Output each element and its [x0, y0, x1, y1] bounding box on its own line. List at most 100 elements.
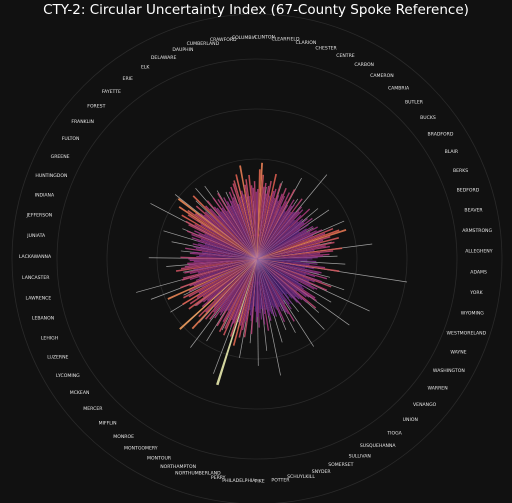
radial-bar [257, 231, 300, 259]
radial-bar [257, 259, 261, 314]
radial-bar [254, 259, 257, 312]
county-label: SOMERSET [328, 462, 353, 468]
county-label: BRADFORD [428, 131, 454, 137]
radial-bar [257, 173, 277, 259]
radial-bar [257, 259, 310, 266]
radial-bar [188, 258, 257, 260]
radial-bar [250, 259, 257, 321]
radial-bar [249, 259, 257, 316]
radial-bar [186, 230, 257, 259]
county-spoke [256, 258, 268, 351]
county-label: PHILADELPHIA [222, 478, 256, 484]
radial-bar [257, 259, 293, 299]
county-label: WARREN [427, 386, 447, 392]
county-label: FAYETTE [102, 89, 121, 95]
radial-bar [244, 184, 257, 259]
radial-bar [257, 190, 275, 259]
radial-bar [257, 180, 272, 259]
radial-bar [257, 204, 289, 259]
radial-bar [257, 229, 323, 259]
radial-bar [178, 206, 257, 259]
radial-bar [198, 243, 257, 259]
radial-bar [257, 259, 267, 310]
radial-bar [257, 259, 302, 305]
radial-bar [198, 259, 257, 294]
county-label: LEHIGH [41, 335, 58, 341]
radial-bar [257, 255, 323, 259]
radial-bar [257, 259, 328, 292]
radial-bar [224, 259, 257, 329]
radial-bar [257, 188, 296, 259]
grid-ring [156, 158, 358, 360]
radial-bar [257, 208, 311, 259]
radial-bar [237, 259, 257, 323]
radial-bar [257, 195, 271, 259]
radial-bar [188, 224, 257, 259]
county-label: LANCASTER [22, 275, 50, 281]
radial-bar [257, 245, 330, 259]
radial-bar [257, 162, 264, 259]
radial-bar [257, 259, 315, 270]
radial-bar [257, 259, 303, 287]
radial-bar [257, 259, 299, 283]
radial-bar [257, 211, 296, 259]
radial-bar [257, 259, 276, 308]
radial-bar [257, 200, 279, 259]
radial-bar [257, 259, 307, 298]
radial-bar [196, 239, 257, 259]
radial-bar [257, 192, 291, 259]
radial-bar [194, 223, 257, 259]
radial-bar [257, 259, 310, 282]
radial-bar [257, 211, 300, 259]
chart-title: CTY-2: Circular Uncertainty Index (67-Co… [43, 2, 469, 18]
radial-bar [195, 247, 257, 259]
radial-bar [183, 259, 257, 299]
radial-bar [257, 183, 282, 259]
county-label: MONTGOMERY [124, 446, 158, 452]
radial-bar [257, 199, 295, 259]
county-label: FULTON [62, 136, 80, 142]
radial-bar [257, 259, 266, 314]
radial-bar [257, 259, 286, 305]
county-label: UNION [403, 417, 418, 423]
radial-bar [231, 259, 257, 321]
radial-bar [196, 255, 257, 259]
radial-bar [257, 259, 332, 288]
radial-bar [231, 200, 257, 259]
radial-bar [257, 259, 270, 317]
radial-bar [257, 259, 273, 314]
radial-bar [201, 251, 257, 259]
radial-bar [257, 187, 287, 259]
radial-bar [202, 259, 257, 303]
radial-bar [257, 259, 290, 299]
radial-bar [189, 259, 257, 287]
radial-bar [257, 259, 317, 302]
radial-bar [193, 259, 257, 287]
county-label: SUSQUEHANNA [360, 443, 397, 449]
radial-bar [235, 174, 257, 259]
radial-bar [257, 259, 275, 317]
county-label: WESTMORELAND [447, 330, 487, 336]
radial-bar [257, 198, 276, 259]
radial-bar [219, 259, 257, 313]
radial-bar [250, 259, 257, 335]
radial-bar [257, 221, 299, 259]
county-label: PIKE [255, 478, 265, 484]
radial-bar [228, 197, 257, 259]
radial-bar [257, 218, 308, 259]
radial-bar [249, 195, 257, 259]
radial-bar [194, 213, 257, 259]
radial-bar [257, 253, 321, 259]
radial-bar [229, 259, 257, 337]
bar-layer [167, 162, 347, 386]
county-label: ADAMS [470, 269, 487, 275]
radial-bar [257, 174, 265, 259]
radial-bar [257, 188, 277, 259]
county-label: COLUMBIA [232, 35, 257, 41]
radial-bar [201, 259, 257, 288]
radial-bar [197, 259, 257, 274]
radial-bar [257, 259, 281, 304]
radial-bar [212, 197, 257, 259]
radial-bar [257, 259, 315, 290]
